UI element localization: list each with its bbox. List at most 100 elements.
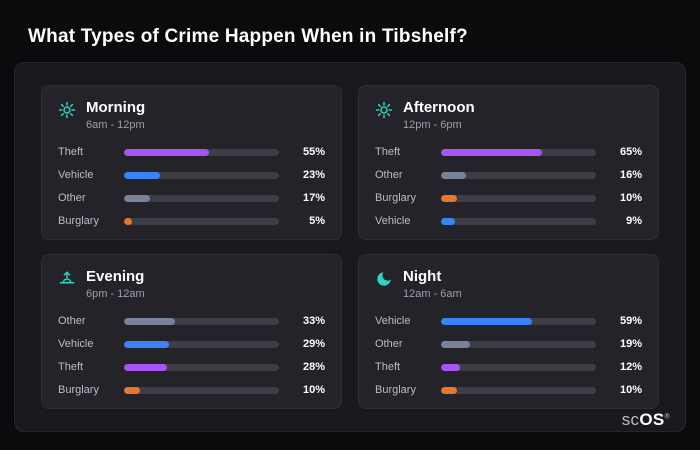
crime-percentage: 55%: [302, 146, 325, 158]
bar-track: [441, 217, 596, 225]
card-time-range: 6am - 12pm: [86, 119, 145, 131]
bar-track: [441, 386, 596, 394]
crime-bar-row: Vehicle 29%: [58, 337, 325, 351]
bar-fill: [124, 340, 169, 348]
crime-percentage: 59%: [619, 315, 642, 327]
crime-category-label: Vehicle: [58, 338, 94, 350]
crime-category-label: Theft: [375, 361, 401, 373]
crime-bar-row: Other 33%: [58, 314, 325, 328]
card-afternoon: Afternoon 12pm - 6pm Theft 65% Other 16% Bur…: [358, 85, 659, 240]
bar-fill: [124, 363, 168, 371]
crime-category-label: Vehicle: [375, 215, 411, 227]
crime-percentage: 19%: [619, 338, 642, 350]
card-header-text: Afternoon 12pm - 6pm: [403, 99, 475, 131]
bar-track: [441, 340, 596, 348]
crime-percentage: 10%: [619, 192, 642, 204]
bar-fill: [441, 363, 460, 371]
card-header-text: Night 12am - 6am: [403, 268, 462, 300]
bar-rows: Other 33% Vehicle 29% Theft 28% Burglary 10%: [58, 314, 325, 397]
bar-track: [124, 194, 279, 202]
bar-track: [124, 317, 279, 325]
card-title: Evening: [86, 268, 145, 285]
card-morning: Morning 6am - 12pm Theft 55% Vehicle 23% Oth…: [41, 85, 342, 240]
card-header: Night 12am - 6am: [375, 268, 642, 300]
crime-percentage: 28%: [302, 361, 325, 373]
bar-fill: [441, 317, 533, 325]
crime-bar-row: Theft 12%: [375, 360, 642, 374]
bar-track: [441, 317, 596, 325]
crime-bar-row: Other 17%: [58, 191, 325, 205]
crime-times-panel: Morning 6am - 12pm Theft 55% Vehicle 23% Oth…: [14, 62, 686, 432]
crime-percentage: 29%: [302, 338, 325, 350]
crime-category-label: Burglary: [375, 192, 416, 204]
bar-track: [441, 148, 596, 156]
crime-category-label: Vehicle: [375, 315, 411, 327]
sun-icon: [375, 101, 393, 119]
card-header: Morning 6am - 12pm: [58, 99, 325, 131]
crime-category-label: Theft: [375, 146, 401, 158]
sunset-icon: [58, 270, 76, 288]
bar-fill: [441, 194, 457, 202]
bar-rows: Theft 65% Other 16% Burglary 10% Vehicle 9%: [375, 145, 642, 228]
crime-bar-row: Other 19%: [375, 337, 642, 351]
crime-percentage: 12%: [619, 361, 642, 373]
crime-bar-row: Theft 55%: [58, 145, 325, 159]
page-title: What Types of Crime Happen When in Tibsh…: [28, 26, 468, 47]
bar-fill: [124, 217, 132, 225]
card-time-range: 12pm - 6pm: [403, 119, 462, 131]
crime-percentage: 33%: [302, 315, 325, 327]
crime-bar-row: Burglary 10%: [375, 191, 642, 205]
sun-icon: [58, 101, 76, 119]
bar-track: [124, 171, 279, 179]
crime-percentage: 9%: [626, 215, 642, 227]
bar-fill: [124, 194, 151, 202]
bar-fill: [441, 386, 457, 394]
bar-track: [124, 217, 279, 225]
card-title: Morning: [86, 99, 146, 116]
bar-fill: [124, 171, 160, 179]
card-title: Night: [403, 268, 442, 285]
registered-mark: ®: [664, 413, 670, 421]
card-time-range: 12am - 6am: [403, 288, 462, 300]
crime-category-label: Other: [375, 169, 403, 181]
crime-percentage: 23%: [302, 169, 325, 181]
card-header-text: Evening 6pm - 12am: [86, 268, 145, 300]
crime-percentage: 17%: [302, 192, 325, 204]
crime-bar-row: Vehicle 9%: [375, 214, 642, 228]
bar-rows: Vehicle 59% Other 19% Theft 12% Burglary 10%: [375, 314, 642, 397]
crime-percentage: 10%: [619, 384, 642, 396]
card-header: Evening 6pm - 12am: [58, 268, 325, 300]
crime-bar-row: Other 16%: [375, 168, 642, 182]
card-grid: Morning 6am - 12pm Theft 55% Vehicle 23% Oth…: [41, 85, 659, 409]
moon-icon: [375, 270, 393, 288]
crime-bar-row: Vehicle 59%: [375, 314, 642, 328]
crime-bar-row: Burglary 10%: [58, 383, 325, 397]
crime-category-label: Other: [58, 315, 86, 327]
brand-prefix: sc: [621, 410, 640, 429]
crime-category-label: Burglary: [58, 384, 99, 396]
bar-track: [441, 194, 596, 202]
bar-track: [124, 340, 279, 348]
bar-fill: [441, 171, 466, 179]
crime-category-label: Burglary: [375, 384, 416, 396]
crime-bar-row: Theft 65%: [375, 145, 642, 159]
card-header-text: Morning 6am - 12pm: [86, 99, 145, 131]
crime-percentage: 16%: [619, 169, 642, 181]
card-title: Afternoon: [403, 99, 475, 116]
crime-category-label: Theft: [58, 361, 84, 373]
bar-track: [441, 363, 596, 371]
crime-percentage: 5%: [309, 215, 325, 227]
bar-fill: [124, 386, 140, 394]
card-header: Afternoon 12pm - 6pm: [375, 99, 642, 131]
bar-fill: [124, 317, 176, 325]
crime-bar-row: Burglary 10%: [375, 383, 642, 397]
bar-fill: [441, 340, 471, 348]
crime-category-label: Other: [58, 192, 86, 204]
bar-fill: [441, 217, 455, 225]
crime-bar-row: Vehicle 23%: [58, 168, 325, 182]
bar-track: [441, 171, 596, 179]
card-time-range: 6pm - 12am: [86, 288, 145, 300]
crime-category-label: Burglary: [58, 215, 99, 227]
card-evening: Evening 6pm - 12am Other 33% Vehicle 29% The…: [41, 254, 342, 409]
crime-bar-row: Burglary 5%: [58, 214, 325, 228]
